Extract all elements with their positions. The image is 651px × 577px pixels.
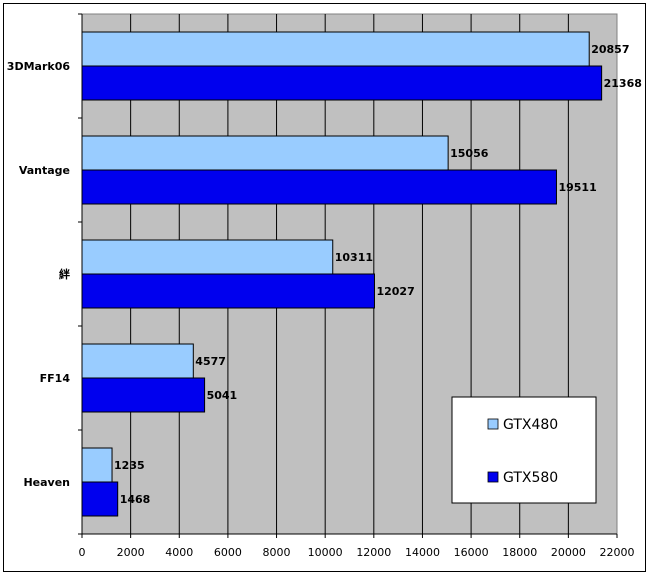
data-label-gtx580-ff14: 5041 [207, 389, 238, 402]
data-label-gtx580-heaven: 1468 [120, 493, 151, 506]
category-label-ff14: FF14 [40, 372, 71, 385]
legend: GTX480 GTX580 [451, 396, 597, 504]
bar-gtx580-vantage [81, 169, 557, 205]
data-label-gtx480-ff14: 4577 [195, 355, 226, 368]
legend-box [451, 396, 597, 504]
x-tick-label: 14000 [405, 546, 440, 559]
x-tick-label: 10000 [308, 546, 343, 559]
x-tick-label: 6000 [214, 546, 242, 559]
bar-gtx580-ff14 [81, 377, 206, 413]
bar-gtx580-heaven [81, 481, 119, 517]
data-labels: 20857 21368 15056 19511 10311 12027 4577 5041 12… [114, 43, 642, 506]
category-label-cat: 絆 [59, 267, 70, 281]
x-tick-label: 0 [79, 546, 86, 559]
x-tick-label: 8000 [263, 546, 291, 559]
bar-gtx480-heaven [81, 447, 113, 483]
legend-label-gtx480: GTX480 [503, 417, 558, 433]
x-tick-label: 22000 [600, 546, 635, 559]
bars [81, 31, 603, 517]
legend-swatch-gtx580 [487, 471, 499, 483]
bar-gtx580-3dmark06 [81, 65, 603, 101]
bar-gtx480-cat [81, 239, 334, 275]
data-label-gtx580-cat: 12027 [376, 285, 414, 298]
category-label-vantage: Vantage [19, 164, 70, 177]
data-label-gtx580-vantage: 19511 [558, 181, 596, 194]
x-tick-label: 12000 [356, 546, 391, 559]
x-tick-label: 20000 [551, 546, 586, 559]
data-label-gtx480-cat: 10311 [335, 251, 373, 264]
data-label-gtx480-3dmark06: 20857 [591, 43, 629, 56]
bar-gtx580-cat [81, 273, 375, 309]
bar-gtx480-vantage [81, 135, 449, 171]
bar-gtx480-3dmark06 [81, 31, 590, 67]
data-label-gtx480-heaven: 1235 [114, 459, 145, 472]
x-tick-label: 4000 [165, 546, 193, 559]
x-tick-label: 16000 [454, 546, 489, 559]
data-label-gtx580-3dmark06: 21368 [604, 77, 642, 90]
legend-swatch-gtx480 [487, 418, 499, 430]
y-axis: 3DMark06 Vantage 絆 FF14 Heaven [7, 13, 83, 535]
bar-gtx480-ff14 [81, 343, 194, 379]
x-tick-label: 2000 [117, 546, 145, 559]
category-label-heaven: Heaven [23, 476, 70, 489]
x-axis: 0 2000 4000 6000 8000 10000 12000 14000 16000 180… [79, 533, 635, 559]
category-label-3dmark06: 3DMark06 [7, 60, 71, 73]
data-label-gtx480-vantage: 15056 [450, 147, 489, 160]
legend-label-gtx580: GTX580 [503, 470, 558, 486]
x-tick-label: 18000 [502, 546, 537, 559]
